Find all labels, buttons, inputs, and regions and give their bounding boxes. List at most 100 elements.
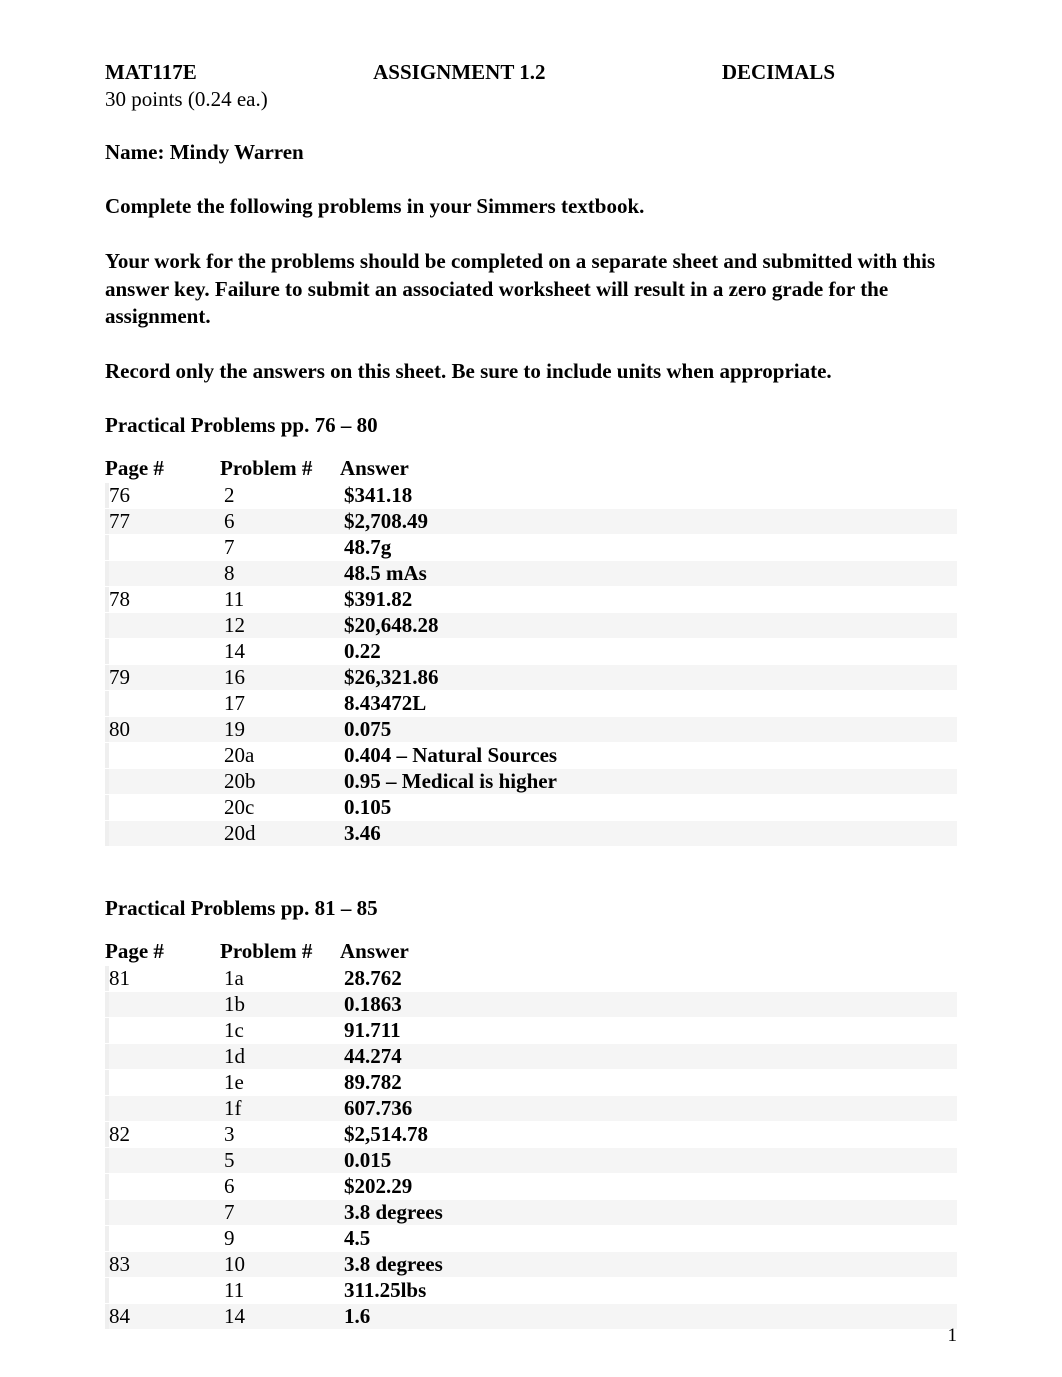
- cell-problem: 1d: [224, 1044, 344, 1069]
- cell-answer: $202.29: [344, 1174, 957, 1199]
- cell-answer: 0.22: [344, 639, 957, 664]
- cell-problem: 19: [224, 717, 344, 742]
- table-row: 94.5: [105, 1226, 957, 1251]
- cell-page: [109, 1148, 224, 1173]
- cell-problem: 16: [224, 665, 344, 690]
- cell-page: 76: [109, 483, 224, 508]
- instructions-block: Complete the following problems in your …: [105, 193, 957, 385]
- course-code: MAT117E: [105, 60, 197, 85]
- col-header-answer: Answer: [340, 939, 957, 964]
- instruction-3: Record only the answers on this sheet. B…: [105, 358, 957, 385]
- table-row: 83103.8 degrees: [105, 1252, 957, 1277]
- cell-answer: 4.5: [344, 1226, 957, 1251]
- cell-problem: 11: [224, 1278, 344, 1303]
- section-1-title: Practical Problems pp. 76 – 80: [105, 413, 957, 438]
- cell-page: 80: [109, 717, 224, 742]
- table-row: 20d3.46: [105, 821, 957, 846]
- cell-problem: 2: [224, 483, 344, 508]
- table-row: 811a28.762: [105, 966, 957, 991]
- table-row: 12$20,648.28: [105, 613, 957, 638]
- cell-problem: 1c: [224, 1018, 344, 1043]
- cell-page: [109, 561, 224, 586]
- cell-answer: 311.25lbs: [344, 1278, 957, 1303]
- table-row: 20a0.404 – Natural Sources: [105, 743, 957, 768]
- table-row: 776$2,708.49: [105, 509, 957, 534]
- cell-problem: 6: [224, 1174, 344, 1199]
- cell-problem: 8: [224, 561, 344, 586]
- cell-page: [109, 743, 224, 768]
- cell-answer: 48.5 mAs: [344, 561, 957, 586]
- cell-answer: $391.82: [344, 587, 957, 612]
- table-row: 762$341.18: [105, 483, 957, 508]
- table-row: 20c0.105: [105, 795, 957, 820]
- table-header-1: Page # Problem # Answer: [105, 456, 957, 481]
- table-row: 140.22: [105, 639, 957, 664]
- section-2-title: Practical Problems pp. 81 – 85: [105, 896, 957, 921]
- cell-page: [109, 1200, 224, 1225]
- cell-problem: 20d: [224, 821, 344, 846]
- points-text: 30 points (0.24 ea.): [105, 87, 957, 112]
- cell-answer: 0.015: [344, 1148, 957, 1173]
- instruction-1: Complete the following problems in your …: [105, 193, 957, 220]
- cell-answer: 0.075: [344, 717, 957, 742]
- cell-answer: $26,321.86: [344, 665, 957, 690]
- cell-problem: 20b: [224, 769, 344, 794]
- table-row: 6$202.29: [105, 1174, 957, 1199]
- table-header-2: Page # Problem # Answer: [105, 939, 957, 964]
- answer-table-2: Page # Problem # Answer 811a28.7621b0.18…: [105, 939, 957, 1329]
- instruction-2: Your work for the problems should be com…: [105, 248, 957, 330]
- cell-problem: 20c: [224, 795, 344, 820]
- page-number: 1: [948, 1325, 958, 1347]
- cell-page: [109, 535, 224, 560]
- cell-page: [109, 821, 224, 846]
- cell-page: [109, 1174, 224, 1199]
- cell-problem: 1a: [224, 966, 344, 991]
- col-header-problem: Problem #: [220, 456, 340, 481]
- assignment-title: ASSIGNMENT 1.2: [373, 60, 545, 85]
- cell-page: [109, 639, 224, 664]
- cell-answer: 91.711: [344, 1018, 957, 1043]
- table-row: 1c91.711: [105, 1018, 957, 1043]
- cell-problem: 20a: [224, 743, 344, 768]
- cell-page: [109, 1018, 224, 1043]
- cell-page: [109, 1096, 224, 1121]
- cell-problem: 14: [224, 639, 344, 664]
- table-row: 50.015: [105, 1148, 957, 1173]
- col-header-page: Page #: [105, 456, 220, 481]
- cell-problem: 7: [224, 1200, 344, 1225]
- cell-problem: 14: [224, 1304, 344, 1329]
- cell-page: [109, 1070, 224, 1095]
- answer-table-1: Page # Problem # Answer 762$341.18776$2,…: [105, 456, 957, 846]
- cell-problem: 6: [224, 509, 344, 534]
- cell-page: 83: [109, 1252, 224, 1277]
- cell-answer: $341.18: [344, 483, 957, 508]
- cell-answer: $2,514.78: [344, 1122, 957, 1147]
- table-row: 1b0.1863: [105, 992, 957, 1017]
- cell-page: [109, 1278, 224, 1303]
- table-row: 11311.25lbs: [105, 1278, 957, 1303]
- cell-problem: 11: [224, 587, 344, 612]
- cell-problem: 1e: [224, 1070, 344, 1095]
- cell-answer: 3.46: [344, 821, 957, 846]
- cell-answer: 0.105: [344, 795, 957, 820]
- cell-answer: 1.6: [344, 1304, 957, 1329]
- table-row: 1e89.782: [105, 1070, 957, 1095]
- table-row: 7916$26,321.86: [105, 665, 957, 690]
- cell-answer: 0.404 – Natural Sources: [344, 743, 957, 768]
- table-row: 73.8 degrees: [105, 1200, 957, 1225]
- cell-answer: 28.762: [344, 966, 957, 991]
- cell-page: [109, 691, 224, 716]
- col-header-answer: Answer: [340, 456, 957, 481]
- cell-page: [109, 992, 224, 1017]
- cell-page: 84: [109, 1304, 224, 1329]
- cell-page: 78: [109, 587, 224, 612]
- cell-problem: 1b: [224, 992, 344, 1017]
- cell-page: [109, 795, 224, 820]
- table-row: 20b0.95 – Medical is higher: [105, 769, 957, 794]
- student-name: Name: Mindy Warren: [105, 140, 957, 165]
- cell-page: 81: [109, 966, 224, 991]
- table-row: 80190.075: [105, 717, 957, 742]
- header-row: MAT117E ASSIGNMENT 1.2 DECIMALS: [105, 60, 835, 85]
- cell-answer: 44.274: [344, 1044, 957, 1069]
- cell-page: [109, 613, 224, 638]
